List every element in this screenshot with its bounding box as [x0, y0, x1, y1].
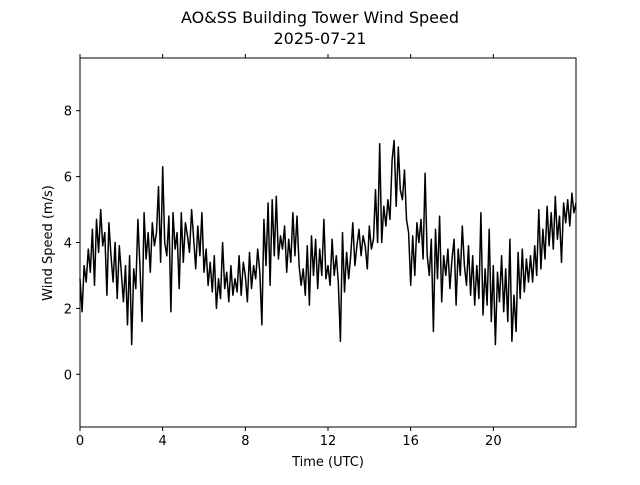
y-axis: 0 2 4 6 8: [64, 105, 80, 383]
x-tick-label: 16: [402, 434, 419, 449]
chart-title: AO&SS Building Tower Wind Speed: [181, 8, 459, 27]
x-tick-label: 8: [241, 434, 249, 449]
y-tick-label: 8: [64, 105, 72, 120]
plot-area: [79, 57, 577, 428]
y-tick-label: 4: [64, 237, 72, 252]
x-tick-label: 4: [159, 434, 167, 449]
x-axis: 0 4 8 12 16 20: [76, 54, 502, 449]
y-tick-label: 6: [64, 171, 72, 186]
x-tick-label: 20: [485, 434, 502, 449]
x-tick-label: 0: [76, 434, 84, 449]
x-tick-label: 12: [320, 434, 337, 449]
y-axis-label: Wind Speed (m/s): [41, 185, 56, 301]
chart-subtitle: 2025-07-21: [274, 29, 367, 48]
x-axis-label: Time (UTC): [291, 455, 364, 470]
y-tick-label: 0: [64, 368, 72, 383]
y-tick-label: 2: [64, 302, 72, 317]
wind-speed-series-line: [79, 139, 577, 346]
